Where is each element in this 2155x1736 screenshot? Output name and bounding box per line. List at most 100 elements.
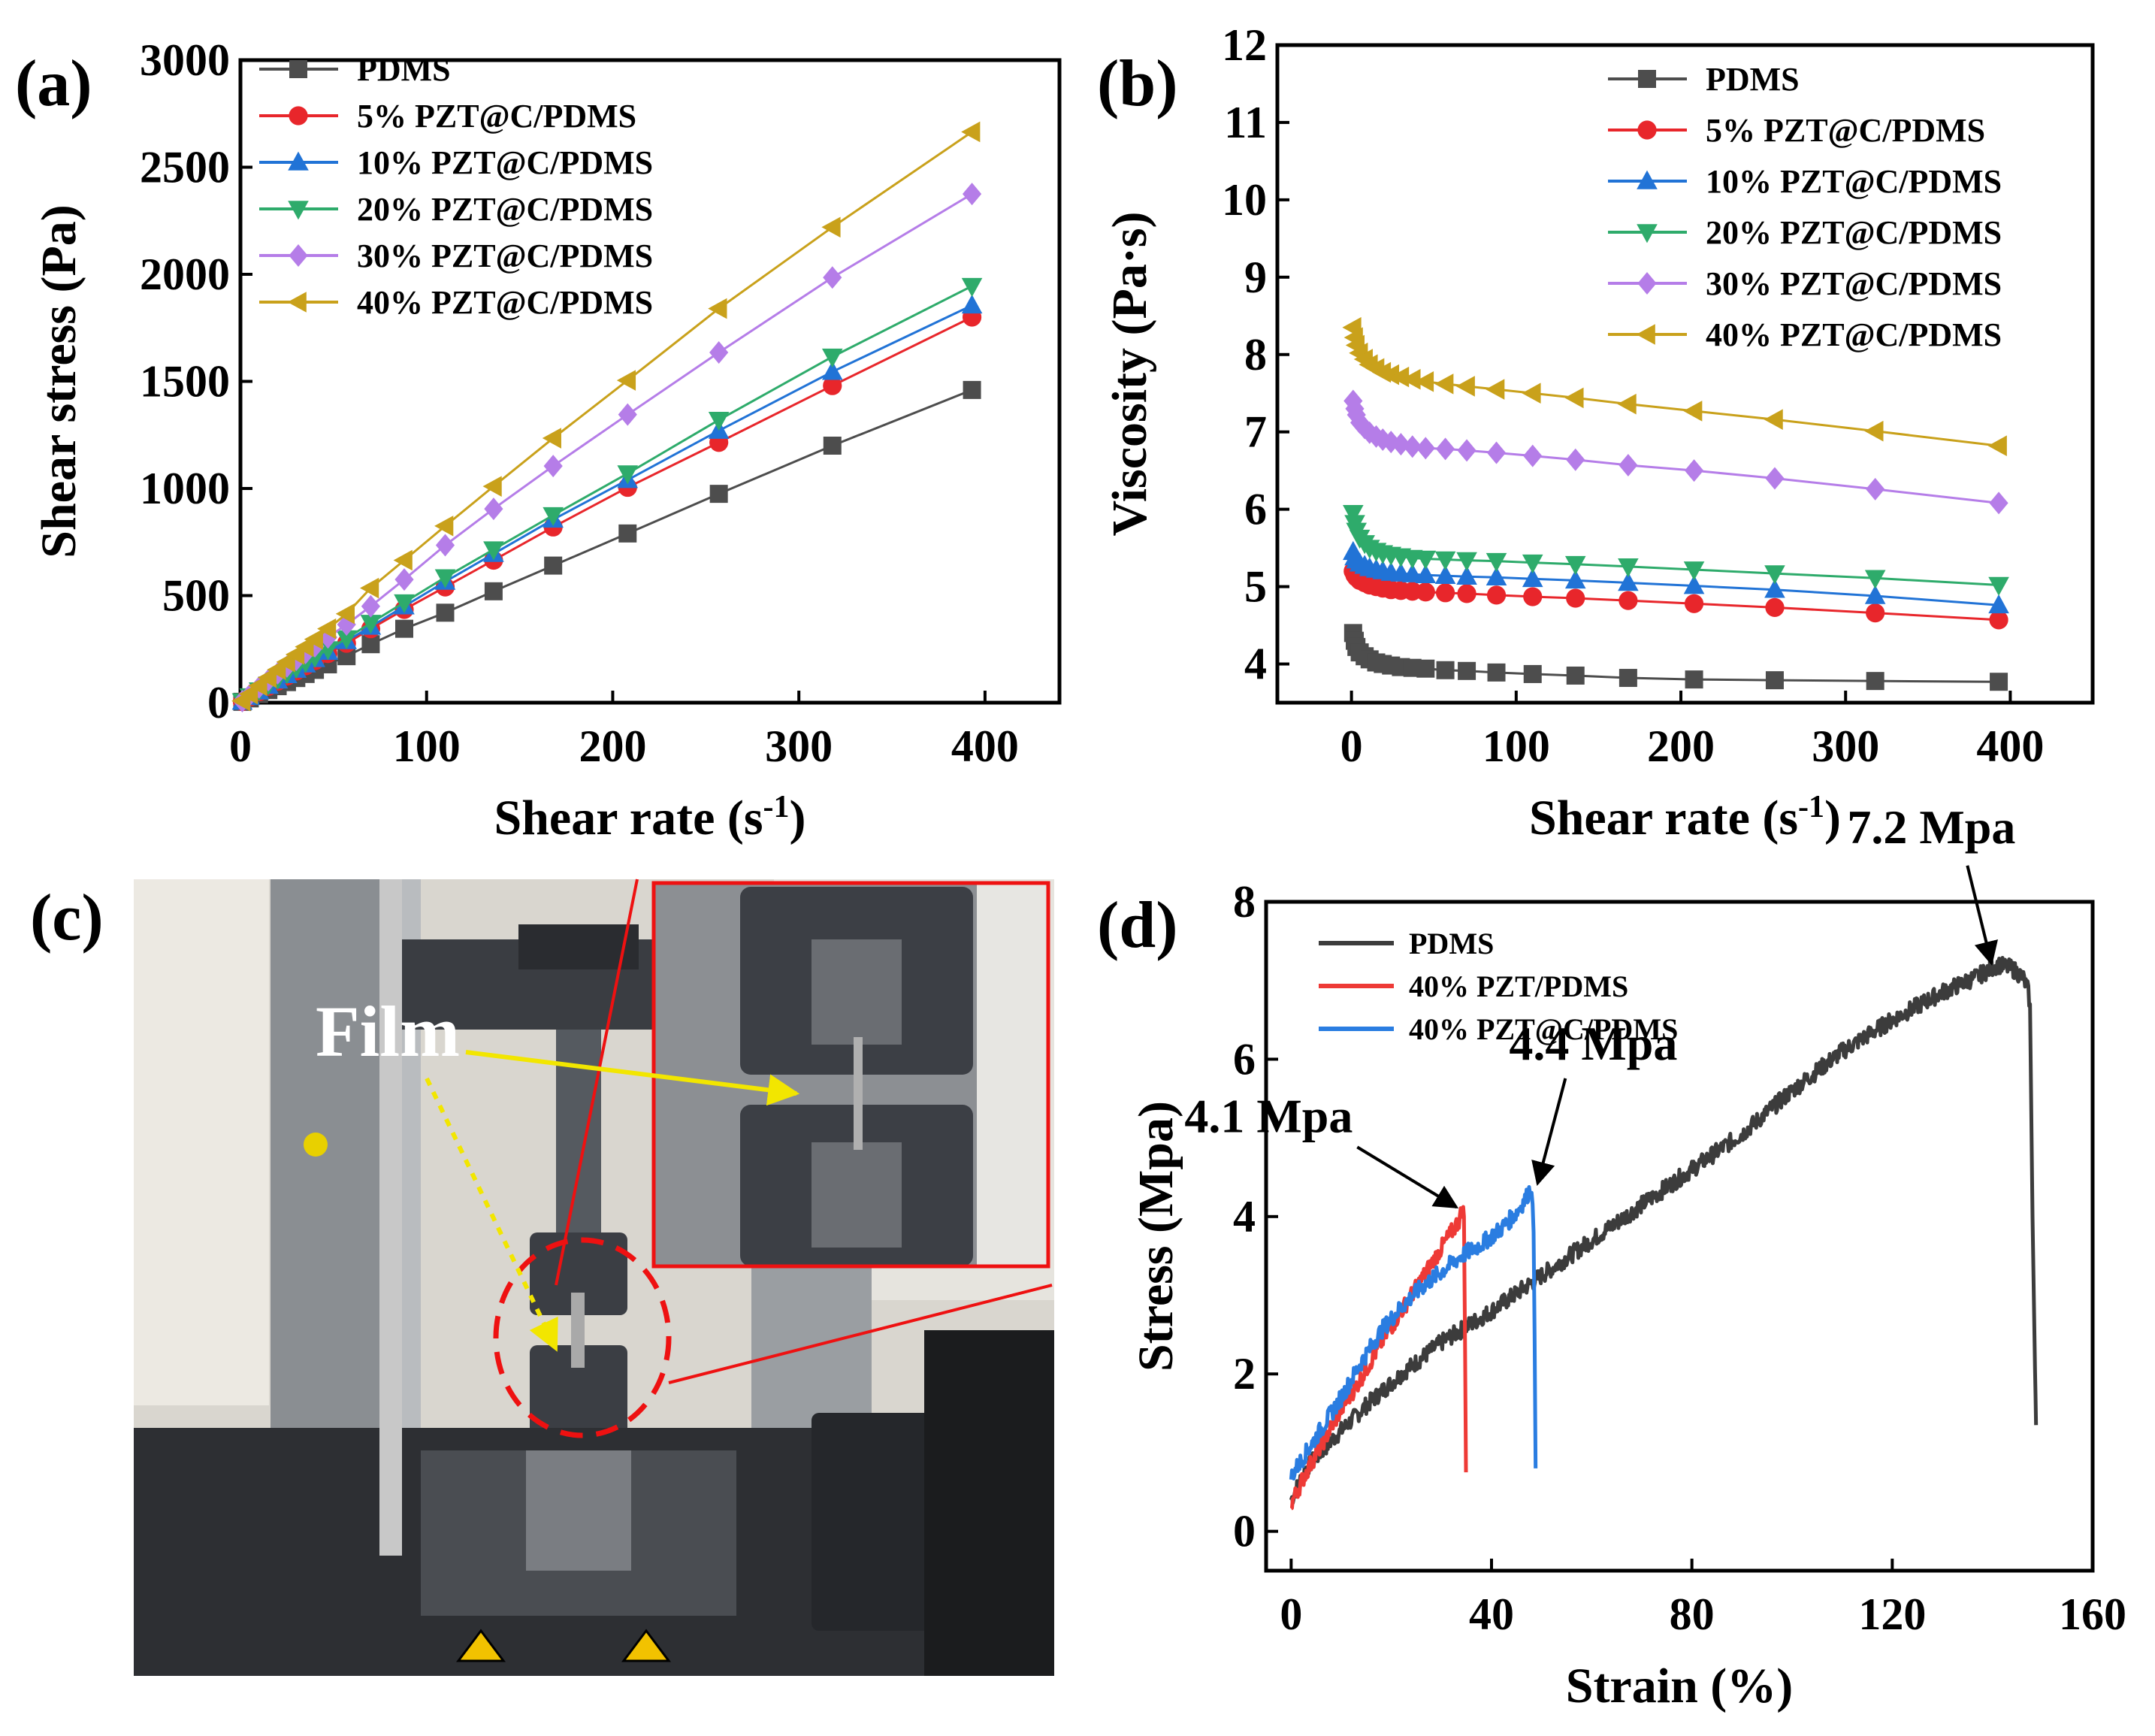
x-axis-title-main: Shear rate (s [1529,791,1798,845]
x-tick-label: 0 [1280,1589,1302,1639]
data-point [1866,477,1885,501]
y-tick-label: 10 [1222,175,1267,225]
data-point [1683,575,1705,594]
data-point [1684,459,1704,482]
warning-sign-right [621,1629,671,1662]
upper-grip [530,1232,627,1315]
data-point [542,428,561,449]
legend-label: 10% PZT@C/PDMS [357,144,653,181]
series-5 [231,121,981,712]
data-point [248,675,267,697]
data-point [1415,564,1437,583]
data-point [618,524,637,543]
data-point [482,476,502,497]
data-point [821,216,841,238]
y-tick-label: 2000 [140,250,230,299]
data-point [1566,588,1585,608]
data-point [1350,411,1370,434]
data-point [1522,567,1543,588]
data-point [436,603,455,622]
data-point [360,615,382,634]
data-point [1391,433,1410,456]
inset-jaw-upper [812,939,902,1045]
data-point [1989,491,2008,515]
x-tick-label: 100 [1483,721,1550,771]
data-point [1764,409,1783,431]
data-point [304,628,323,650]
data-point [1684,594,1704,613]
series-1 [232,307,982,712]
series-0 [1343,624,2008,691]
data-point [1486,566,1507,586]
data-point [543,507,564,527]
legend-label: 30% PZT@C/PDMS [1706,265,2002,302]
data-point [1435,437,1455,461]
series-2 [1343,540,2009,614]
data-point [961,121,981,143]
data-point [483,541,504,561]
data-point [1456,565,1477,585]
film-arrow-to-inset [465,1050,800,1106]
data-point [1416,437,1435,460]
data-point [1343,504,1364,525]
data-point [1866,603,1885,623]
data-point [543,455,563,478]
data-point [393,549,413,571]
peak-annotation: 7.2 Mpa [1847,800,2015,854]
series-5 [1342,316,2007,457]
inset-wall [977,883,1048,1266]
data-point [1864,420,1884,442]
y-tick-label: 3000 [140,35,230,85]
data-point [484,498,503,521]
x-axis-title-end: ) [1824,791,1841,845]
legend-label: 30% PZT@C/PDMS [357,237,653,274]
data-point [1414,370,1434,392]
x-axis-title-sup: -1 [763,790,790,824]
y-tick-label: 8 [1233,877,1256,927]
data-point [395,619,413,638]
data-point [1619,453,1638,476]
peak-annotation: 4.1 Mpa [1184,1089,1353,1142]
data-point [1866,672,1884,691]
x-tick-label: 120 [1858,1589,1926,1639]
legend-label: 5% PZT@C/PDMS [1706,112,1985,149]
ruler-scale [379,879,402,1556]
data-point [1522,554,1543,574]
x-tick-label: 200 [579,721,646,771]
legend-label: 40% PZT@C/PDMS [1409,1012,1678,1046]
tester-load-cell [518,924,639,969]
data-point [1434,374,1454,395]
data-point [257,667,277,688]
data-point [1683,561,1705,581]
data-point [335,603,355,625]
legend-label: 20% PZT@C/PDMS [357,191,653,228]
x-tick-label: 0 [1340,721,1363,771]
data-point [1683,401,1703,422]
legend-label: 20% PZT@C/PDMS [1706,214,2002,251]
inset-jaw-lower [812,1142,902,1248]
x-tick-label: 100 [393,721,461,771]
data-point [1765,467,1785,490]
x-axis-title-sup: -1 [1798,790,1824,824]
data-point [1486,441,1507,464]
data-point [1764,579,1785,598]
inset-connector-bottom [668,1284,1053,1384]
panel-c-label: (c) [30,882,104,954]
data-point [1619,669,1637,688]
data-point [1523,664,1542,683]
legend-marker [287,292,307,313]
data-point [1486,552,1507,573]
data-point [821,361,843,380]
data-point [1764,565,1785,585]
y-tick-label: 4 [1233,1192,1256,1242]
data-point [1486,585,1507,605]
panel-a-label: (a) [15,47,92,120]
film-annotation: Film [316,991,460,1072]
data-point [434,569,456,588]
x-axis-title: Shear rate (s-1) [494,790,805,845]
legend-marker [1636,324,1655,345]
data-point [1564,569,1586,589]
data-point [1988,576,2009,596]
data-point [823,376,842,395]
legend-label: PDMS [1409,927,1494,960]
